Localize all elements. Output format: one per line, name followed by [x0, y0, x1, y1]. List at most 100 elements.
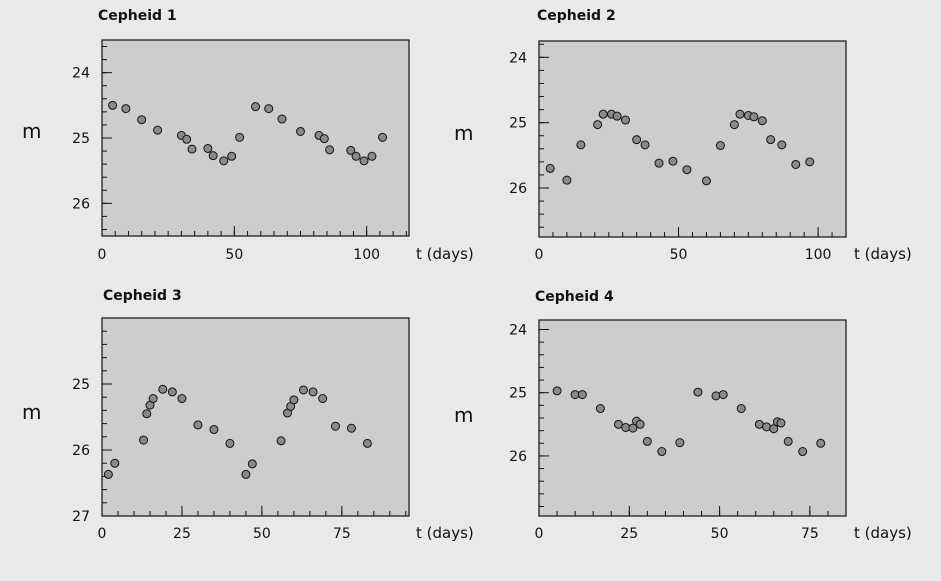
data-point	[613, 419, 623, 429]
data-point	[635, 419, 645, 429]
x-tick-label: 0	[98, 247, 107, 263]
data-point	[612, 111, 622, 121]
data-point	[319, 134, 329, 144]
x-axis-label: t (days)	[416, 245, 474, 263]
x-axis-label: t (days)	[854, 245, 912, 263]
data-point	[598, 109, 608, 119]
data-point	[209, 425, 219, 435]
data-point	[757, 116, 767, 126]
data-point	[749, 112, 759, 122]
data-point	[247, 459, 257, 469]
data-point	[359, 156, 369, 166]
data-point	[298, 385, 308, 395]
data-point	[158, 384, 168, 394]
data-point	[208, 151, 218, 161]
plot-frame	[538, 40, 847, 238]
data-point	[225, 438, 235, 448]
y-tick-label: 26	[72, 443, 90, 459]
y-tick-label: 25	[509, 386, 527, 402]
data-point	[167, 387, 177, 397]
x-tick-label: 100	[353, 247, 380, 263]
data-point	[264, 104, 274, 114]
data-point	[593, 120, 603, 130]
x-tick-label: 0	[535, 526, 544, 542]
data-point	[769, 424, 779, 434]
y-tick-label: 25	[509, 116, 527, 132]
x-tick-label: 50	[670, 247, 688, 263]
data-point	[362, 438, 372, 448]
data-point	[325, 145, 335, 155]
data-point	[346, 423, 356, 433]
data-point	[715, 141, 725, 151]
y-axis-label: m	[22, 400, 41, 424]
data-point	[219, 156, 229, 166]
data-point	[346, 145, 356, 155]
data-point	[783, 436, 793, 446]
data-point	[816, 438, 826, 448]
x-tick-label: 0	[535, 247, 544, 263]
data-point	[552, 386, 562, 396]
data-point	[289, 395, 299, 405]
data-point	[182, 134, 192, 144]
x-tick-label: 25	[173, 526, 191, 542]
y-tick-label: 27	[72, 509, 90, 525]
data-point	[642, 436, 652, 446]
chart-title: Cepheid 3	[103, 288, 182, 304]
data-point	[545, 163, 555, 173]
plot-frame	[101, 317, 410, 517]
y-axis-label: m	[22, 119, 41, 143]
data-point	[148, 394, 158, 404]
data-point	[654, 158, 664, 168]
x-tick-label: 25	[620, 526, 638, 542]
data-point	[805, 157, 815, 167]
data-point	[718, 390, 728, 400]
y-tick-label: 26	[509, 181, 527, 197]
cepheid-panel-3: Cepheid 3 m t (days) 25 26 27 0 25 50 75	[22, 288, 474, 542]
data-point	[701, 176, 711, 186]
data-point	[640, 140, 650, 150]
x-tick-label: 50	[225, 247, 243, 263]
data-point	[121, 104, 131, 114]
data-point	[203, 143, 213, 153]
data-point	[576, 140, 586, 150]
data-point	[318, 394, 328, 404]
data-point	[766, 135, 776, 145]
y-axis-label: m	[454, 121, 473, 145]
data-point	[621, 115, 631, 125]
data-point	[791, 159, 801, 169]
data-point	[736, 404, 746, 414]
data-point	[351, 151, 361, 161]
data-point	[682, 165, 692, 175]
y-tick-label: 24	[509, 322, 527, 338]
data-point	[251, 102, 260, 112]
data-point	[142, 409, 152, 419]
y-tick-label: 26	[72, 196, 90, 212]
plot-frame	[538, 319, 847, 517]
x-tick-label: 75	[801, 526, 819, 542]
data-point	[378, 132, 388, 142]
data-point	[139, 435, 149, 445]
y-tick-label: 24	[509, 50, 527, 66]
data-point	[276, 436, 286, 446]
data-point	[137, 115, 147, 125]
data-point	[295, 126, 305, 136]
cepheid-panel-2: Cepheid 2 m t (days) 24 25 26 0 50 100	[454, 8, 912, 263]
chart-title: Cepheid 4	[535, 289, 614, 305]
data-point	[241, 469, 251, 479]
x-tick-label: 50	[253, 526, 271, 542]
data-point	[277, 114, 287, 124]
x-tick-label: 75	[333, 526, 351, 542]
data-point	[108, 100, 118, 110]
chart-title: Cepheid 2	[537, 8, 616, 24]
plot-frame	[101, 39, 410, 237]
data-point	[735, 109, 745, 119]
x-tick-label: 50	[711, 526, 729, 542]
data-point	[668, 156, 678, 166]
cepheid-panel-1: Cepheid 1 m t (days) 24 25 26 0 50 100	[22, 8, 474, 263]
x-tick-label: 100	[805, 247, 832, 263]
data-point	[110, 458, 120, 468]
data-point	[187, 144, 197, 154]
x-tick-label: 0	[98, 526, 107, 542]
y-tick-label: 26	[509, 449, 527, 465]
data-point	[562, 175, 572, 185]
